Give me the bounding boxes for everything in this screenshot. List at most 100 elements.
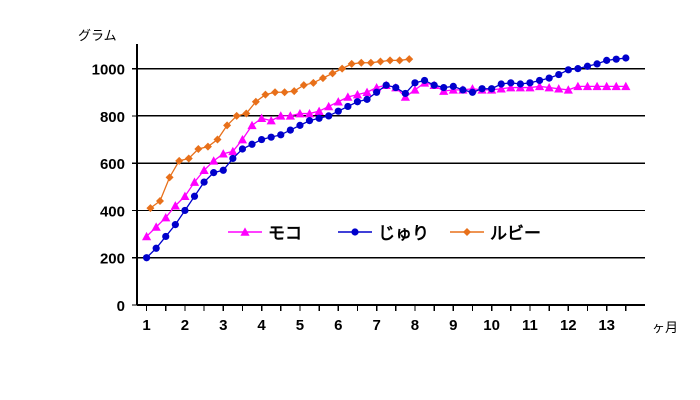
- data-point: [545, 74, 553, 82]
- data-point: [165, 173, 174, 182]
- data-point: [353, 98, 362, 106]
- data-point: [392, 83, 400, 92]
- data-point: [257, 113, 267, 123]
- data-point: [299, 81, 308, 90]
- data-point: [401, 89, 409, 98]
- y-axis-tick-label: 800: [100, 109, 125, 126]
- legend-item-ルビー[interactable]: ルビー: [450, 224, 541, 243]
- data-point: [478, 85, 486, 93]
- data-point: [258, 135, 266, 144]
- data-point: [280, 88, 289, 97]
- data-point: [142, 254, 151, 262]
- data-point: [449, 82, 457, 90]
- data-point: [459, 86, 467, 94]
- data-point: [440, 83, 448, 92]
- data-point: [603, 56, 611, 64]
- data-point: [181, 206, 189, 215]
- data-point: [228, 146, 238, 156]
- data-point: [593, 60, 601, 68]
- data-point: [496, 84, 506, 93]
- series-line-ルビー: [150, 58, 410, 209]
- data-point: [357, 58, 366, 67]
- data-point: [242, 109, 251, 118]
- data-point: [574, 65, 582, 73]
- legend-label: モコ: [268, 224, 302, 243]
- data-point: [199, 165, 209, 175]
- data-point: [363, 95, 371, 103]
- x-axis-tick-label: 6: [334, 317, 342, 334]
- data-point: [544, 82, 554, 92]
- data-point: [229, 154, 237, 163]
- data-point: [488, 85, 496, 93]
- data-point: [237, 134, 248, 144]
- data-point: [343, 92, 353, 101]
- data-point: [410, 85, 420, 94]
- data-point: [564, 66, 572, 74]
- legend-swatch-marker: [240, 227, 250, 236]
- data-point: [372, 82, 382, 92]
- x-axis-tick-label: 1: [142, 317, 150, 334]
- x-axis-tick-label: 12: [560, 317, 577, 334]
- data-point: [362, 87, 372, 97]
- legend-label: ルビー: [490, 224, 541, 243]
- data-point: [180, 191, 190, 201]
- data-point: [405, 55, 414, 64]
- legend-item-じゅり[interactable]: じゅり: [338, 224, 429, 243]
- data-point: [497, 80, 505, 88]
- data-point: [534, 81, 545, 91]
- data-point: [218, 149, 228, 158]
- data-point: [573, 81, 583, 91]
- data-point: [554, 84, 564, 93]
- data-point: [305, 117, 314, 125]
- y-axis-tick-label: 1000: [92, 62, 125, 79]
- data-point: [430, 81, 438, 89]
- data-point: [251, 97, 260, 106]
- data-point: [184, 154, 193, 163]
- data-point: [261, 90, 270, 99]
- legend-item-モコ[interactable]: モコ: [228, 224, 302, 243]
- data-point: [146, 204, 155, 213]
- data-point: [318, 74, 327, 83]
- series-ルビー: [146, 55, 414, 213]
- data-point: [223, 121, 232, 130]
- data-point: [219, 166, 227, 174]
- data-point: [582, 81, 593, 91]
- data-point: [190, 192, 199, 200]
- data-point: [366, 58, 375, 67]
- y-axis-tick-label: 600: [100, 156, 125, 173]
- data-point: [602, 81, 612, 91]
- data-point: [420, 76, 429, 85]
- data-point: [189, 177, 200, 186]
- data-point: [555, 70, 563, 79]
- data-point: [376, 57, 385, 66]
- data-point: [592, 81, 602, 91]
- data-point: [333, 97, 343, 106]
- data-point: [213, 135, 222, 144]
- data-point: [152, 244, 160, 252]
- data-point: [352, 90, 363, 99]
- series-じゅり: [142, 54, 630, 262]
- data-point: [171, 221, 179, 229]
- y-axis-unit-label: グラム: [78, 28, 117, 43]
- data-point: [563, 85, 573, 94]
- data-point: [170, 201, 180, 210]
- data-point: [285, 111, 295, 120]
- x-axis-tick-label: 7: [372, 317, 380, 334]
- data-point: [334, 107, 342, 115]
- data-point: [309, 78, 318, 87]
- x-axis-tick-label: 10: [483, 317, 500, 334]
- x-axis-tick-label: 4: [257, 317, 266, 334]
- x-axis-unit-label: ヶ月: [652, 320, 678, 335]
- data-point: [314, 106, 324, 115]
- y-axis-tick-label: 400: [100, 203, 125, 220]
- x-axis-tick-label: 11: [522, 317, 538, 334]
- data-point: [194, 145, 203, 153]
- data-point: [526, 79, 534, 87]
- series-モコ: [141, 78, 631, 241]
- x-axis-tick-label: 9: [449, 317, 457, 334]
- data-point: [535, 76, 544, 85]
- data-point: [621, 81, 631, 91]
- data-point: [506, 82, 516, 92]
- data-point: [315, 114, 323, 122]
